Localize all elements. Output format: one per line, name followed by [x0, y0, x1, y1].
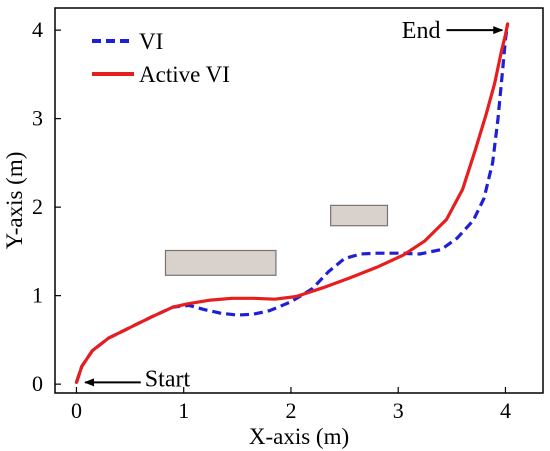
- x-tick-label: 4: [500, 398, 511, 423]
- series-line-active-vi: [74, 22, 510, 384]
- y-tick-label: 1: [32, 283, 43, 308]
- x-tick-label: 0: [71, 398, 82, 423]
- y-tick-label: 2: [32, 194, 43, 219]
- obstacle-2: [330, 204, 389, 227]
- y-tick-label: 4: [32, 17, 43, 42]
- legend: VI Active VI: [92, 29, 230, 87]
- obstacles: [164, 204, 389, 276]
- axis-ticks: 0 1 2 3 4 0 1 2 3 4: [32, 17, 511, 423]
- x-tick-label: 2: [285, 398, 296, 423]
- legend-label-active-vi: Active VI: [139, 62, 230, 87]
- x-tick-label: 3: [393, 398, 404, 423]
- y-axis-label: Y-axis (m): [2, 152, 27, 250]
- x-axis-label: X-axis (m): [249, 424, 349, 449]
- start-label: Start: [145, 366, 191, 392]
- end-label: End: [402, 18, 441, 44]
- annotations: Start End: [84, 18, 504, 392]
- series-lines: [74, 22, 510, 384]
- legend-label-vi: VI: [139, 29, 163, 54]
- plot-frame: [54, 7, 544, 394]
- y-tick-label: 0: [32, 371, 43, 396]
- x-tick-label: 1: [178, 398, 189, 423]
- obstacle-1: [164, 249, 277, 276]
- y-tick-label: 3: [32, 106, 43, 131]
